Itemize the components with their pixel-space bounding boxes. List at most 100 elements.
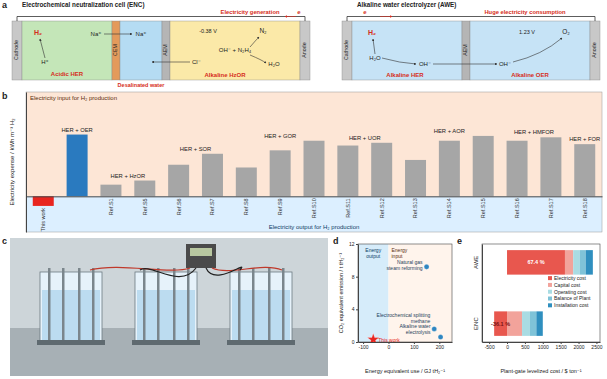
panel-b: bThis workRef.S1Ref.S5Ref.S6Ref.S7Ref.S8…	[2, 91, 603, 233]
tick-label: 500	[521, 344, 530, 350]
share-label: 67.4 %	[527, 259, 544, 265]
bar	[439, 141, 460, 197]
point-label: Electrochemical splittingmethane	[377, 312, 431, 324]
tick-label: -100	[359, 344, 369, 350]
panel-letter: c	[2, 236, 7, 246]
label: AEM	[462, 44, 468, 55]
wire	[17, 17, 305, 22]
label: Cl⁻	[192, 59, 201, 65]
x-axis-tick: Ref.S14	[446, 198, 452, 218]
annotation: Energyoutput	[365, 247, 381, 259]
tick-label: 0	[352, 339, 355, 345]
y-axis: AWEENC	[473, 245, 483, 343]
label: H⁺	[41, 59, 49, 65]
panel-d: d-100010020004812Energy equivalent use /…	[333, 236, 453, 374]
clamp	[132, 340, 200, 345]
wire	[90, 267, 282, 270]
plate	[143, 268, 146, 342]
arrow	[285, 16, 296, 17]
bar	[236, 167, 257, 196]
x-axis: This workRef.S1Ref.S5Ref.S6Ref.S7Ref.S8R…	[27, 197, 603, 232]
electrode	[590, 21, 600, 80]
x-axis-tick: Ref.S11	[345, 198, 351, 217]
bar-segment	[586, 250, 593, 275]
cell: Alkaline water electrolyzer (AWE)Huge el…	[342, 1, 600, 80]
label: Electricity generation	[221, 9, 280, 15]
point	[432, 326, 437, 331]
tick-label: AWE	[473, 256, 479, 269]
label: Cathode	[13, 40, 19, 60]
tick-label: 4	[352, 306, 355, 312]
share-label: -36.1 %	[491, 321, 510, 327]
x-axis-tick: Ref.S13	[412, 198, 418, 218]
tick-label: Ref.S5	[142, 198, 148, 215]
y-axis-line	[482, 245, 483, 343]
meter	[186, 244, 216, 268]
electrode	[12, 21, 22, 80]
tick-label: 2000	[573, 344, 584, 350]
label: Acidic HER	[51, 71, 84, 77]
label: Cathode	[343, 40, 349, 60]
x-axis-tick: Ref.S18	[582, 198, 588, 218]
axis-title: Electricity expense / kWh m⁻³ H₂	[9, 118, 15, 206]
tick-label: 2500	[591, 344, 602, 350]
band-left	[358, 244, 388, 342]
group-label: HER + UOR	[349, 135, 381, 141]
bar	[473, 136, 494, 196]
x-axis-tick: Ref.S17	[548, 198, 554, 218]
group-label: HER + GOR	[264, 133, 296, 139]
tick-label: 1500	[556, 344, 567, 350]
legend-swatch	[548, 290, 552, 294]
label: Alkaline HzOR	[204, 72, 246, 78]
label: Na⁺	[91, 31, 102, 37]
panel-a: aElectrochemical neutralization cell (EN…	[2, 0, 600, 88]
band-above	[26, 92, 602, 196]
group-label: HER + SOR	[180, 146, 211, 152]
tick-mark	[356, 309, 358, 310]
bar	[134, 181, 155, 197]
tick-label: Ref.S14	[446, 198, 452, 218]
label: e	[363, 9, 367, 15]
plate	[282, 268, 285, 342]
axis-title: CO₂ equivalent emission / t tH₂⁻¹	[338, 253, 344, 333]
bar	[304, 141, 325, 197]
tick-label: Ref.S8	[243, 198, 249, 215]
tick-label: Ref.S15	[480, 198, 486, 218]
legend-swatch	[548, 276, 552, 280]
electrolyte	[42, 290, 100, 340]
label: Desalinated water	[118, 82, 166, 88]
label: -0.38 V	[199, 28, 217, 34]
x-axis-line	[27, 196, 603, 197]
x-axis-tick: Ref.S6	[176, 198, 182, 215]
legend-label: Capital cost	[554, 282, 581, 288]
group-label: HER + HzOR	[111, 173, 146, 179]
x-axis-tick: -100	[359, 342, 369, 350]
tick-mark	[356, 342, 358, 343]
tick-label: -500	[485, 344, 495, 350]
axis-title: Energy equivalent use / GJ tH₂⁻¹	[365, 368, 445, 374]
x-axis-tick: Ref.S16	[514, 198, 520, 218]
y-axis-tick: 8	[352, 274, 358, 280]
plate	[62, 268, 65, 342]
label: Anode	[591, 42, 597, 57]
tick-label: Ref.S6	[176, 198, 182, 215]
plate	[92, 268, 95, 342]
x-axis-tick: Ref.S10	[311, 198, 317, 218]
x-axis-tick: 2500	[591, 342, 602, 350]
arrow	[104, 34, 132, 35]
bar-segment	[565, 250, 573, 275]
tick-label: Ref.S7	[209, 198, 215, 215]
bar	[540, 137, 561, 196]
x-axis-line	[483, 342, 601, 343]
y-axis-line	[26, 93, 27, 233]
panel-letter: d	[333, 236, 339, 246]
legend-swatch	[548, 297, 552, 301]
bar	[574, 144, 595, 196]
label: Na⁺	[136, 31, 147, 37]
bar	[202, 154, 223, 197]
tick-label: Ref.S18	[582, 198, 588, 218]
annotation: Energyinput	[391, 247, 407, 259]
tick-label: 12	[349, 241, 355, 247]
tick-label: 0	[388, 344, 391, 350]
x-axis-tick: 1000	[538, 342, 549, 350]
